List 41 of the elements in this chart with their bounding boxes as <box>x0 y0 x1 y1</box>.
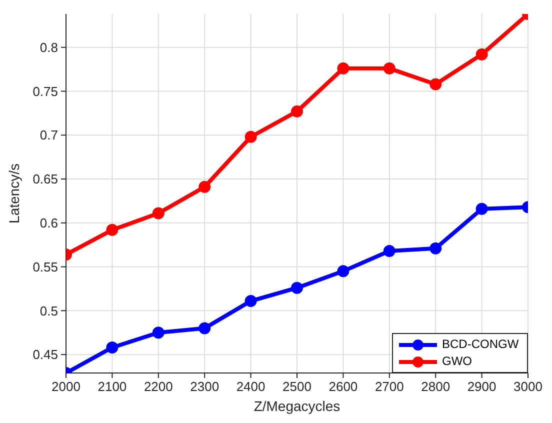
x-tick-label: 2200 <box>144 379 173 394</box>
point <box>291 105 303 118</box>
point <box>106 224 118 236</box>
point <box>152 207 164 220</box>
point <box>337 265 350 278</box>
point <box>152 326 164 339</box>
point <box>106 342 118 354</box>
x-axis-title: Z/Megacycles <box>254 398 340 414</box>
x-tick-label: 2000 <box>52 379 80 394</box>
x-tick-label: 2100 <box>98 379 127 394</box>
x-tick-label: 2700 <box>374 379 404 394</box>
x-tick-label: 2900 <box>467 379 496 394</box>
point <box>430 78 442 90</box>
y-tick-label: 0.6 <box>40 216 58 231</box>
point <box>476 48 488 60</box>
point <box>337 62 350 74</box>
point <box>430 242 442 254</box>
y-tick-label: 0.8 <box>40 40 58 55</box>
y-tick-label: 0.45 <box>32 347 58 362</box>
point <box>383 244 396 257</box>
y-tick-label: 0.55 <box>32 259 58 274</box>
x-tick-label: 2600 <box>328 379 358 394</box>
x-tick-label: 2500 <box>282 379 312 394</box>
point <box>198 322 211 334</box>
x-tick-label: 2800 <box>421 379 450 394</box>
x-tick-label: 2400 <box>236 379 266 394</box>
x-tick-label: 2300 <box>190 379 220 394</box>
point <box>198 180 211 193</box>
y-tick-label: 0.5 <box>40 303 58 318</box>
y-tick-label: 0.7 <box>40 128 58 143</box>
x-tick-label: 3000 <box>514 379 542 394</box>
legend-label: BCD-CONGW <box>442 336 519 353</box>
y-tick-label: 0.65 <box>32 172 58 187</box>
y-tick-label: 0.75 <box>32 84 58 99</box>
point <box>244 295 257 308</box>
y-axis-title: Latency/s <box>6 164 22 224</box>
point <box>383 62 396 74</box>
point <box>476 202 488 215</box>
legend-label: GWO <box>442 353 472 370</box>
point <box>291 282 303 294</box>
point <box>244 130 257 143</box>
